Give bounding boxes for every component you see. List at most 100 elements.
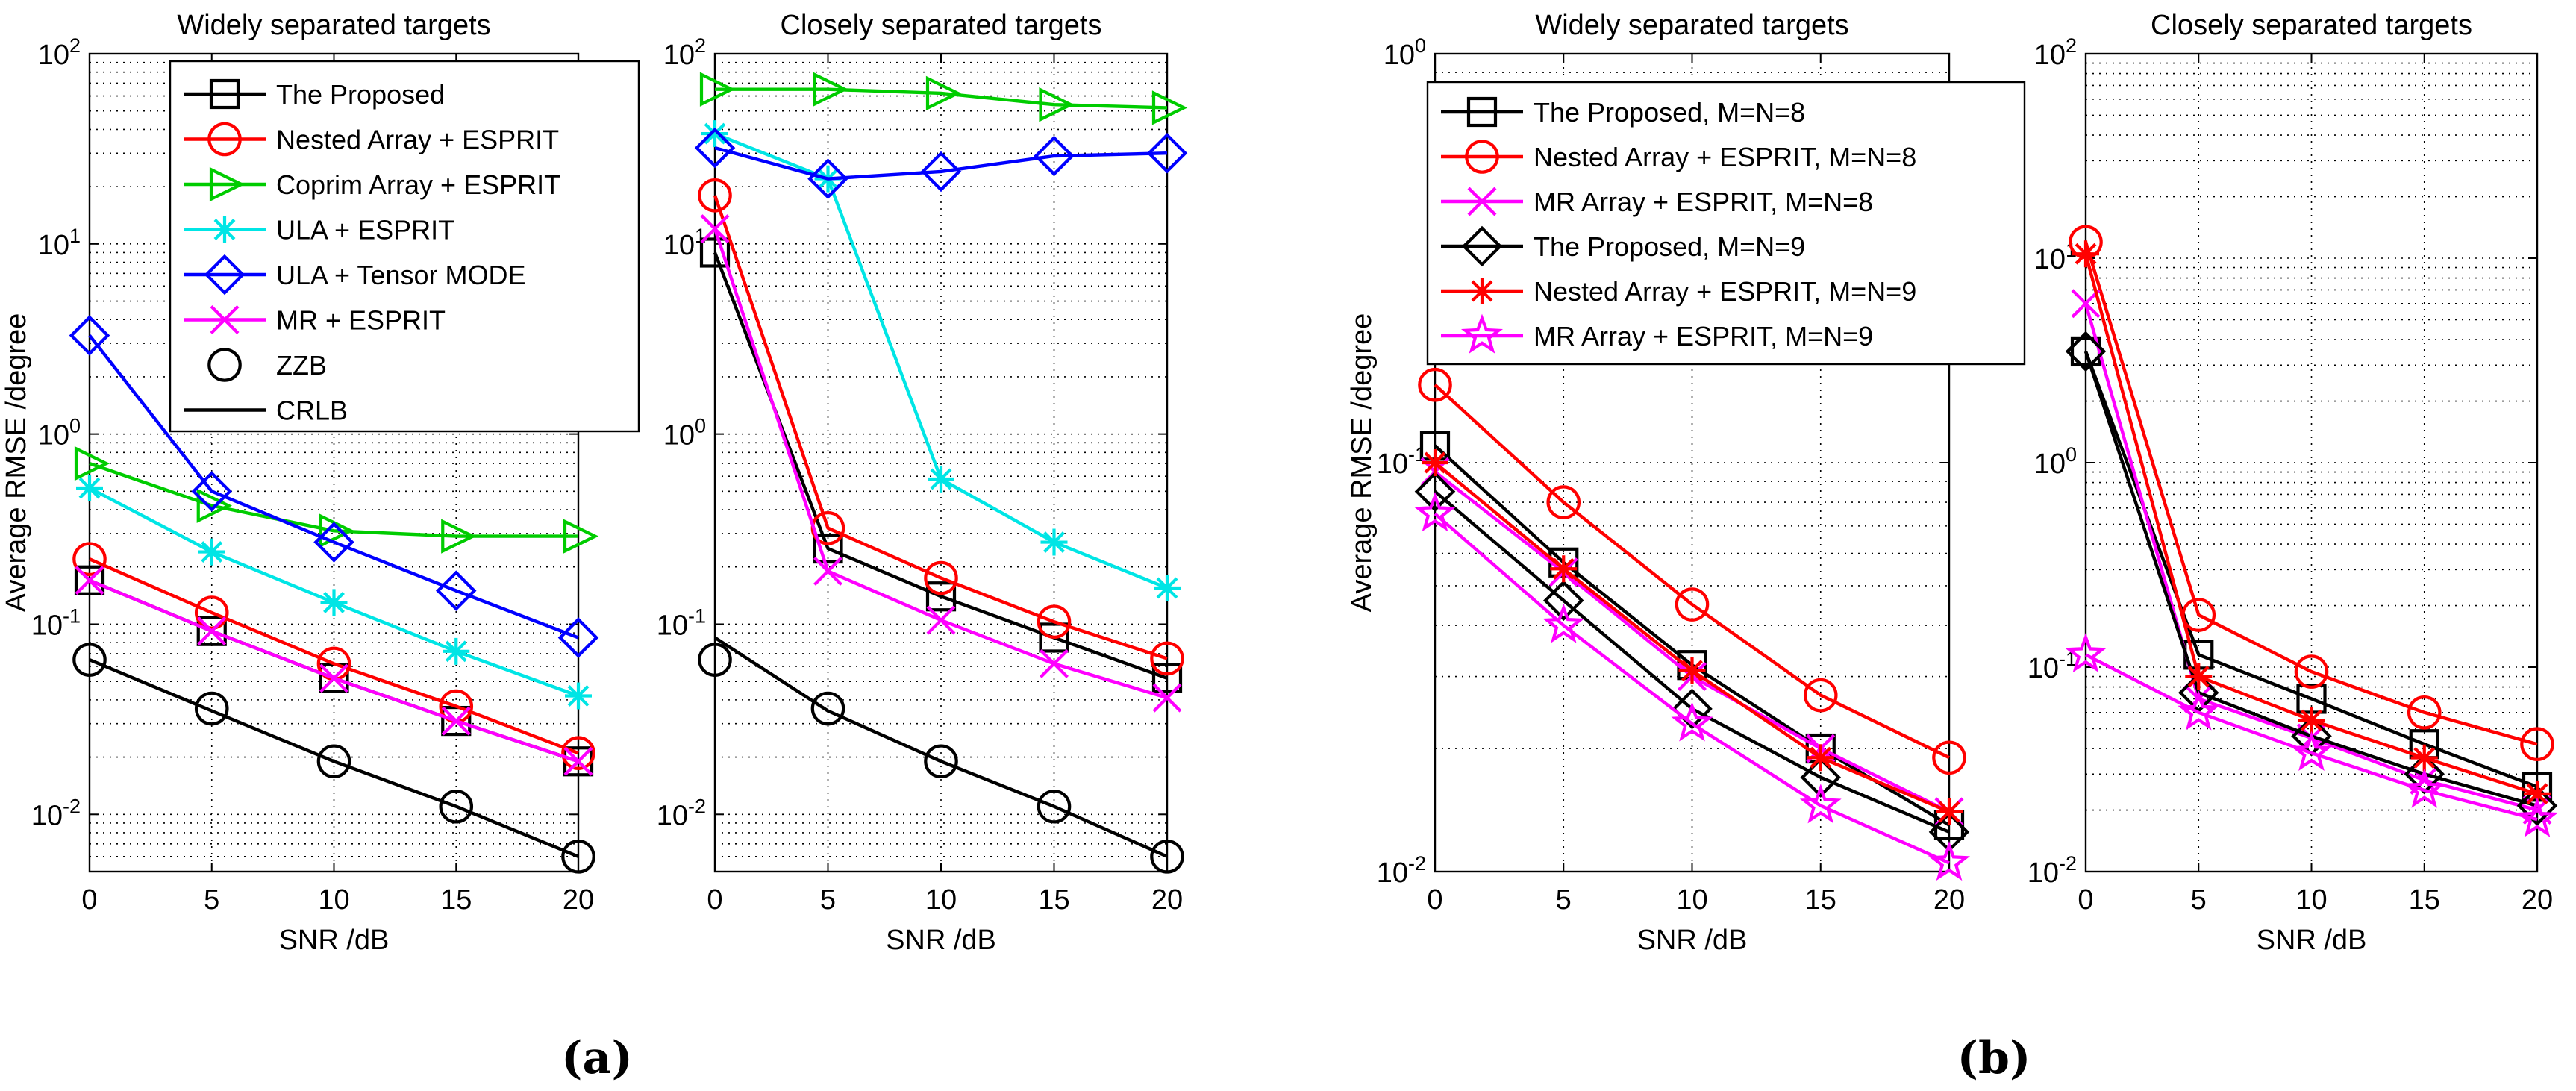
legend-label: The Proposed, M=N=9 — [1534, 231, 1805, 262]
y-tick-label: 10-1 — [657, 604, 706, 641]
x-axis-label: SNR /dB — [2257, 925, 2367, 956]
legend-label: Nested Array + ESPRIT, M=N=9 — [1534, 276, 1916, 307]
legend-label: MR Array + ESPRIT, M=N=8 — [1534, 187, 1873, 217]
series-6 — [75, 566, 593, 776]
series-line — [713, 636, 1168, 858]
series-5 — [69, 315, 599, 658]
data-point — [2404, 753, 2445, 795]
data-point — [701, 120, 728, 148]
data-point — [561, 840, 595, 874]
data-point — [441, 706, 471, 736]
data-point — [2516, 785, 2558, 826]
gridlines — [715, 54, 1167, 872]
series-line — [2084, 653, 2538, 822]
series-line — [713, 195, 1168, 660]
chart-panel-2: 0 5 10 15 20 10-2 10-1 100 101 102 Closely separat… — [657, 10, 1188, 956]
legend-marker — [210, 305, 240, 334]
data-point — [1542, 580, 1584, 622]
y-tick-label: 10-2 — [2028, 852, 2077, 889]
x-tick-label: 0 — [81, 884, 97, 916]
data-point — [813, 556, 842, 586]
data-point — [72, 542, 107, 577]
x-tick-label: 10 — [1676, 884, 1707, 916]
data-point — [1418, 367, 1452, 402]
data-point — [1039, 622, 1069, 653]
data-point — [2516, 797, 2559, 837]
data-point — [565, 682, 592, 710]
data-point — [807, 158, 848, 199]
gridlines — [2086, 54, 2537, 872]
data-point — [2178, 690, 2220, 731]
data-point — [319, 663, 348, 693]
y-axis-label: Average RMSE /degree — [1, 313, 32, 613]
data-point — [74, 565, 105, 595]
data-point — [1040, 648, 1069, 678]
panel-label-a: (a) — [561, 1032, 633, 1084]
data-point — [1672, 688, 1713, 730]
series-line — [1434, 384, 1950, 760]
x-tick-label: 10 — [925, 884, 957, 916]
series-line — [713, 251, 1168, 680]
data-point — [2065, 331, 2107, 372]
data-point — [2403, 768, 2445, 808]
legend-marker — [1465, 140, 1499, 174]
data-point — [76, 475, 103, 502]
series-line — [89, 462, 578, 538]
legend-label: The Proposed, M=N=8 — [1534, 97, 1805, 128]
data-point — [1928, 841, 1971, 881]
legend-label: ULA + Tensor MODE — [276, 260, 525, 290]
legend-marker — [207, 348, 242, 382]
data-point — [198, 538, 225, 566]
y-tick-label: 100 — [1384, 34, 1426, 71]
series-8 — [89, 658, 579, 858]
data-point — [813, 72, 848, 107]
legend-label: Coprim Array + ESPRIT — [276, 169, 560, 200]
series-line — [714, 146, 1168, 181]
data-point — [1807, 744, 1834, 772]
series-5 — [2072, 240, 2551, 807]
y-tick-label: 102 — [2034, 34, 2077, 71]
data-point — [700, 214, 730, 244]
series-8 — [713, 636, 1168, 858]
data-point — [196, 488, 233, 523]
data-point — [439, 789, 474, 824]
legend-label: Nested Array + ESPRIT, M=N=8 — [1534, 142, 1916, 172]
data-point — [1037, 604, 1072, 639]
x-axis-label: SNR /dB — [1637, 925, 1748, 956]
data-point — [561, 736, 595, 770]
data-point — [316, 744, 351, 779]
data-point — [2071, 289, 2101, 319]
series-line — [2083, 241, 2538, 746]
data-point — [699, 237, 731, 268]
data-point — [441, 519, 477, 554]
data-point — [1414, 471, 1456, 512]
series-line — [1434, 512, 1950, 865]
legend-label: MR Array + ESPRIT, M=N=9 — [1534, 321, 1873, 351]
legend-marker — [1461, 225, 1503, 267]
legend-label: ZZB — [276, 350, 327, 381]
legend-marker — [204, 254, 246, 296]
data-point — [435, 570, 477, 611]
data-point — [2410, 744, 2438, 772]
data-point — [74, 446, 110, 481]
legend-label: The Proposed — [276, 79, 445, 110]
data-point — [1154, 574, 1181, 601]
series-2 — [1418, 367, 1966, 775]
data-point — [1546, 485, 1581, 519]
series-4 — [76, 475, 592, 710]
data-point — [926, 605, 956, 635]
chart-panel-3: 0 5 10 15 20 10-2 10-1 100 Widely separated targ… — [1346, 10, 2026, 956]
legend-marker — [1467, 187, 1497, 216]
data-point — [1542, 603, 1585, 643]
y-tick-label: 100 — [663, 415, 706, 451]
data-point — [319, 513, 354, 548]
series-7 — [72, 643, 595, 874]
data-point — [2290, 731, 2333, 771]
legend-marker — [1469, 278, 1495, 304]
x-tick-label: 20 — [1933, 884, 1965, 916]
data-point — [1146, 132, 1188, 174]
series-1 — [699, 237, 1183, 693]
chart-panel-4: 0 5 10 15 20 10-2 10-1 100 101 102 Closely separat… — [2028, 10, 2559, 956]
data-point — [1034, 135, 1075, 177]
